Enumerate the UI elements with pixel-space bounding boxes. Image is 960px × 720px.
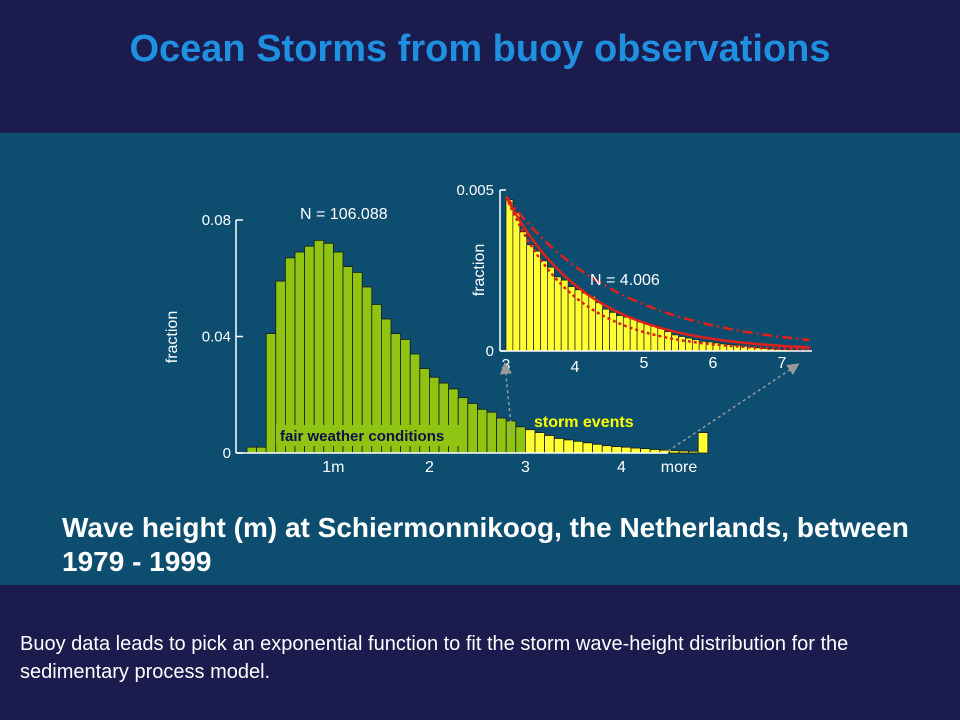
inset-bar xyxy=(657,328,666,352)
main-bar xyxy=(505,420,517,454)
figure-caption: Wave height (m) at Schiermonnikoog, the … xyxy=(62,512,909,577)
inset-xtick-label: 4 xyxy=(571,359,580,376)
main-bar xyxy=(525,429,536,454)
main-bar xyxy=(313,239,325,454)
inset-bar xyxy=(664,331,672,352)
main-bar xyxy=(534,432,546,454)
main-bar xyxy=(294,251,306,454)
inset-bar xyxy=(526,244,534,352)
main-bar xyxy=(669,450,680,454)
main-bar xyxy=(265,333,277,454)
main-xtick-label: more xyxy=(661,459,698,476)
inset-bar xyxy=(629,318,638,352)
inset-xtick-label: 3 xyxy=(502,357,511,374)
inset-n-annotation: N = 4.006 xyxy=(590,272,660,289)
inset-bar xyxy=(650,324,659,352)
inset-y-ticks: 0 0.005 xyxy=(456,182,506,360)
main-bar xyxy=(284,257,296,454)
main-bars xyxy=(246,239,709,454)
inset-ytick-label: 0 xyxy=(486,343,494,360)
main-xtick-label: 3 xyxy=(521,459,530,476)
main-bar xyxy=(621,446,632,454)
main-xtick-label: 2 xyxy=(425,459,434,476)
inset-bar xyxy=(505,199,514,352)
main-bar xyxy=(496,417,507,454)
inset-xtick-label: 5 xyxy=(640,355,649,372)
inset-bar xyxy=(553,276,562,352)
main-bar xyxy=(515,426,526,454)
fit-curve-dotted xyxy=(504,195,810,351)
main-bar xyxy=(544,435,555,454)
inset-xtick-label: 6 xyxy=(709,355,718,372)
main-bar xyxy=(553,438,565,454)
inset-fit-curves xyxy=(504,195,810,351)
main-bar xyxy=(304,245,315,454)
main-bar xyxy=(486,411,498,454)
slide-title: Ocean Storms from buoy observations xyxy=(129,28,831,70)
main-histogram: 0 0.04 0.08 1m 2 3 4 more fraction N = 106.088… xyxy=(164,206,709,476)
inset-x-ticks: 3 4 5 6 7 xyxy=(502,355,787,376)
main-ytick-label: 0 xyxy=(223,445,231,462)
main-ytick-label: 0.04 xyxy=(202,329,231,346)
inset-ylabel: fraction xyxy=(471,244,488,296)
figure-panel: 0 0.04 0.08 1m 2 3 4 more fraction N = 106.088… xyxy=(0,133,960,585)
inset-bar xyxy=(560,279,569,352)
main-n-annotation: N = 106.088 xyxy=(300,206,388,223)
main-bar xyxy=(467,403,478,454)
fit-curve-dashdot xyxy=(504,195,810,342)
inset-ytick-label: 0.005 xyxy=(456,182,494,199)
main-bar xyxy=(697,432,709,454)
main-bar xyxy=(563,439,574,454)
charts-svg: 0 0.04 0.08 1m 2 3 4 more fraction N = 106.088… xyxy=(164,182,812,476)
main-bar xyxy=(611,446,622,454)
inset-bar xyxy=(636,321,645,352)
fit-curve-solid xyxy=(504,195,810,349)
inset-bar xyxy=(519,231,528,352)
inset-bar xyxy=(616,315,624,352)
fair-weather-label: fair weather conditions xyxy=(280,428,444,445)
inset-bar xyxy=(540,260,548,352)
footer-text: Buoy data leads to pick an exponential f… xyxy=(20,633,849,683)
main-bar xyxy=(688,450,699,454)
zoom-arrow-right xyxy=(667,363,800,452)
main-bar xyxy=(323,242,334,454)
storm-events-label: storm events xyxy=(534,414,634,431)
main-bar xyxy=(573,440,584,454)
main-xtick-label: 4 xyxy=(617,459,626,476)
inset-bar xyxy=(671,334,679,352)
inset-histogram: 0 0.005 3 4 5 6 7 fraction N = 4.006 xyxy=(456,182,812,376)
main-bar xyxy=(256,446,267,454)
inset-bar xyxy=(678,336,686,352)
main-bar xyxy=(582,442,594,454)
inset-bar xyxy=(588,295,597,352)
main-bar xyxy=(476,408,488,454)
main-bar xyxy=(246,446,258,454)
fair-weather-label-bg xyxy=(276,425,462,446)
main-bar xyxy=(332,251,344,454)
main-xtick-label: 1m xyxy=(322,459,344,476)
main-ytick-label: 0.08 xyxy=(202,212,231,229)
main-ylabel: fraction xyxy=(164,311,181,363)
main-x-ticks: 1m 2 3 4 more xyxy=(322,459,697,476)
main-y-ticks: 0 0.04 0.08 xyxy=(202,212,243,462)
inset-bar xyxy=(547,266,555,352)
inset-bar xyxy=(622,316,631,352)
inset-bar xyxy=(595,302,603,352)
main-bar xyxy=(678,450,690,454)
main-bar xyxy=(601,445,613,454)
inset-bar xyxy=(512,212,521,352)
inset-bar xyxy=(643,323,652,352)
inset-xtick-label: 7 xyxy=(778,355,787,372)
inset-bar xyxy=(533,250,541,352)
inset-bar xyxy=(685,337,693,352)
main-bar xyxy=(592,443,603,454)
